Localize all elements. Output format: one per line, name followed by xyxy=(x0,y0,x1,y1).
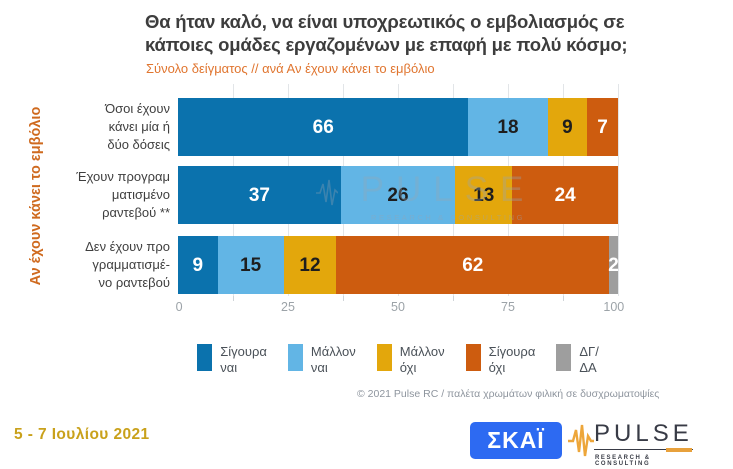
bar-value-label: 13 xyxy=(473,184,495,206)
pulse-waveform-icon xyxy=(568,424,594,457)
bar-row: 9 15 12 62 2 xyxy=(178,236,619,294)
legend-item: Σίγουρα όχι xyxy=(465,344,536,377)
x-minor-tick xyxy=(233,296,234,301)
bar-value-label: 2 xyxy=(608,254,619,276)
survey-date-range: 5 - 7 Ιουλίου 2021 xyxy=(14,426,150,443)
legend-item: ΔΓ/ ΔΑ xyxy=(556,344,599,377)
x-minor-tick xyxy=(563,296,564,301)
bar-value-label: 37 xyxy=(248,184,270,206)
pulse-logo-accent xyxy=(666,448,692,452)
plot-area: 66 18 9 7 37 26 13 24 9 15 12 62 2 0 25 50 75 100 xyxy=(176,84,624,314)
bar-value-label: 7 xyxy=(597,116,608,138)
bar-value-label: 26 xyxy=(387,184,409,206)
chart-subtitle: Σύνολο δείγματος // ανά Αν έχουν κάνει τ… xyxy=(146,61,435,76)
chart-title: Θα ήταν καλό, να είναι υποχρεωτικός ο εμ… xyxy=(145,11,628,56)
pulse-logo-text: PULSE xyxy=(594,420,693,450)
copyright-note: © 2021 Pulse RC / παλέτα χρωμάτων φιλική… xyxy=(357,388,660,400)
bar-value-label: 9 xyxy=(562,116,573,138)
bar-segment: 9 xyxy=(547,98,588,156)
bar-segment: 2 xyxy=(608,236,619,294)
x-tick-label: 25 xyxy=(281,300,295,314)
bar-value-label: 66 xyxy=(312,116,334,138)
bar-segment: 18 xyxy=(468,98,548,156)
x-tick-label: 0 xyxy=(175,300,183,314)
bar-segment: 7 xyxy=(587,98,618,156)
legend-swatch xyxy=(197,344,213,371)
x-tick-label: 100 xyxy=(603,300,625,314)
skai-logo: ΣΚΑΪ xyxy=(470,422,562,459)
bar-row: 66 18 9 7 xyxy=(178,98,618,156)
legend-item: Μάλλον όχι xyxy=(376,344,445,377)
gridline xyxy=(618,84,619,296)
legend-label: Σίγουρα όχι xyxy=(488,344,536,376)
bar-value-label: 62 xyxy=(462,254,484,276)
pulse-logo: PULSE RESEARCH & CONSULTING xyxy=(568,419,700,467)
bar-value-label: 18 xyxy=(497,116,519,138)
bar-value-label: 24 xyxy=(554,184,576,206)
legend-label: ΔΓ/ ΔΑ xyxy=(579,344,599,376)
bar-value-label: 15 xyxy=(240,254,262,276)
legend-label: Σίγουρα ναι xyxy=(220,344,267,376)
skai-logo-text: ΣΚΑΪ xyxy=(487,427,545,453)
category-label: Δεν έχουν προ γραμματισμέ- νο ραντεβού xyxy=(85,239,170,290)
bar-row: 37 26 13 24 xyxy=(178,166,618,224)
bar-segment: 37 xyxy=(178,166,341,224)
legend-item: Μάλλον ναι xyxy=(287,344,356,377)
legend-item: Σίγουρα ναι xyxy=(197,344,267,377)
bar-value-label: 12 xyxy=(299,254,321,276)
category-label: Έχουν προγραμ ματισμένο ραντεβού ** xyxy=(76,169,170,220)
bar-segment: 24 xyxy=(512,166,618,224)
x-minor-tick xyxy=(453,296,454,301)
bar-segment: 9 xyxy=(178,236,218,294)
bar-segment: 66 xyxy=(178,98,469,156)
legend-swatch xyxy=(287,344,303,371)
bar-segment: 26 xyxy=(340,166,456,224)
category-label: Όσοι έχουν κάνει μία ή δύο δόσεις xyxy=(105,101,170,152)
legend-label: Μάλλον όχι xyxy=(399,344,445,376)
pulse-logo-subtext: RESEARCH & CONSULTING xyxy=(595,455,651,467)
bar-segment: 62 xyxy=(336,236,610,294)
bar-segment: 15 xyxy=(217,236,284,294)
legend-swatch xyxy=(465,344,481,371)
legend-label: Μάλλον ναι xyxy=(310,344,356,376)
x-tick-label: 50 xyxy=(391,300,405,314)
bar-segment: 13 xyxy=(455,166,513,224)
x-minor-tick xyxy=(343,296,344,301)
legend-swatch xyxy=(376,344,392,371)
legend-swatch xyxy=(556,344,572,371)
x-tick-label: 75 xyxy=(501,300,515,314)
legend: Σίγουρα ναι Μάλλον ναι Μάλλον όχι Σίγουρα ό… xyxy=(178,344,618,377)
bar-segment: 12 xyxy=(283,236,337,294)
bar-value-label: 9 xyxy=(192,254,204,276)
